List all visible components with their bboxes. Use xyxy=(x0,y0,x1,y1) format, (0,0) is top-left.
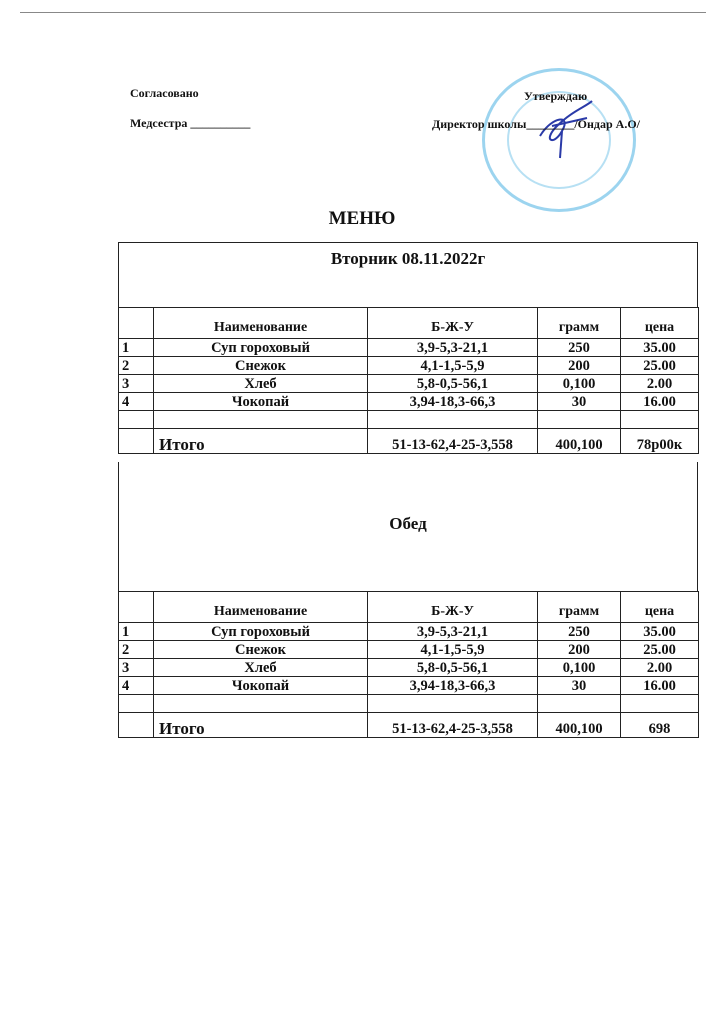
item-gram: 200 xyxy=(537,640,621,659)
approve-label: Утверждаю xyxy=(524,89,588,103)
item-price: 16.00 xyxy=(620,392,699,411)
item-gram: 0,100 xyxy=(537,374,621,393)
col-bju: Б-Ж-У xyxy=(367,591,538,623)
nurse-signature-line: Медсестра __________ xyxy=(130,116,251,130)
item-gram: 250 xyxy=(537,622,621,641)
item-name: Снежок xyxy=(153,356,368,375)
item-bju: 3,94-18,3-66,3 xyxy=(367,392,538,411)
table-row: 4 Чокопай 3,94-18,3-66,3 30 16.00 xyxy=(118,392,699,411)
item-name: Суп гороховый xyxy=(153,622,368,641)
director-line: Директор школы________/Ондар А.О/ xyxy=(432,117,640,132)
col-bju: Б-Ж-У xyxy=(367,307,538,339)
row-number: 4 xyxy=(118,392,154,411)
item-gram: 200 xyxy=(537,356,621,375)
table-row: 2 Снежок 4,1-1,5-5,9 200 25.00 xyxy=(118,356,699,375)
table-header: Наименование Б-Ж-У грамм цена xyxy=(118,307,699,339)
total-price: 698 xyxy=(620,712,699,738)
item-price: 2.00 xyxy=(620,658,699,677)
breakfast-day-header: Вторник 08.11.2022г xyxy=(118,242,698,308)
item-name: Хлеб xyxy=(153,374,368,393)
row-number: 3 xyxy=(118,658,154,677)
item-gram: 250 xyxy=(537,338,621,357)
total-label: Итого xyxy=(153,712,368,738)
table-row: 3 Хлеб 5,8-0,5-56,1 0,100 2.00 xyxy=(118,374,699,393)
menu-title: МЕНЮ xyxy=(328,208,396,229)
row-number: 2 xyxy=(118,356,154,375)
col-name: Наименование xyxy=(153,591,368,623)
item-gram: 30 xyxy=(537,392,621,411)
lunch-header: Обед xyxy=(118,462,698,592)
item-bju: 3,9-5,3-21,1 xyxy=(367,622,538,641)
item-price: 16.00 xyxy=(620,676,699,695)
item-bju: 3,9-5,3-21,1 xyxy=(367,338,538,357)
item-bju: 3,94-18,3-66,3 xyxy=(367,676,538,695)
item-bju: 4,1-1,5-5,9 xyxy=(367,640,538,659)
agreed-label: Согласовано xyxy=(130,86,199,100)
row-number: 3 xyxy=(118,374,154,393)
col-price: цена xyxy=(620,307,699,339)
col-gram: грамм xyxy=(537,307,621,339)
table-header: Наименование Б-Ж-У грамм цена xyxy=(118,591,699,623)
item-price: 35.00 xyxy=(620,622,699,641)
item-gram: 30 xyxy=(537,676,621,695)
item-price: 2.00 xyxy=(620,374,699,393)
director-signature-blank: ________ xyxy=(526,117,575,131)
director-label: Директор школы xyxy=(432,117,527,131)
breakfast-table: Наименование Б-Ж-У грамм цена 1 Суп гороховы… xyxy=(118,307,699,454)
item-name: Чокопай xyxy=(153,676,368,695)
table-row: 1 Суп гороховый 3,9-5,3-21,1 250 35.00 xyxy=(118,338,699,357)
scan-edge-line xyxy=(20,12,706,13)
total-row: Итого 51-13-62,4-25-3,558 400,100 698 xyxy=(118,712,699,738)
empty-row xyxy=(118,694,699,713)
item-gram: 0,100 xyxy=(537,658,621,677)
day-date: Вторник 08.11.2022г xyxy=(330,249,486,268)
item-bju: 4,1-1,5-5,9 xyxy=(367,356,538,375)
row-number: 4 xyxy=(118,676,154,695)
row-number: 1 xyxy=(118,338,154,357)
item-name: Хлеб xyxy=(153,658,368,677)
lunch-title: Обед xyxy=(389,514,427,533)
total-gram: 400,100 xyxy=(537,428,621,454)
school-stamp xyxy=(482,68,636,212)
total-label: Итого xyxy=(153,428,368,454)
item-name: Снежок xyxy=(153,640,368,659)
total-gram: 400,100 xyxy=(537,712,621,738)
item-bju: 5,8-0,5-56,1 xyxy=(367,658,538,677)
col-price: цена xyxy=(620,591,699,623)
row-number: 1 xyxy=(118,622,154,641)
item-price: 35.00 xyxy=(620,338,699,357)
col-gram: грамм xyxy=(537,591,621,623)
item-name: Суп гороховый xyxy=(153,338,368,357)
director-signature xyxy=(539,100,593,159)
row-number: 2 xyxy=(118,640,154,659)
table-row: 1 Суп гороховый 3,9-5,3-21,1 250 35.00 xyxy=(118,622,699,641)
table-row: 4 Чокопай 3,94-18,3-66,3 30 16.00 xyxy=(118,676,699,695)
total-bju: 51-13-62,4-25-3,558 xyxy=(367,712,538,738)
lunch-table: Наименование Б-Ж-У грамм цена 1 Суп гороховы… xyxy=(118,591,699,738)
item-bju: 5,8-0,5-56,1 xyxy=(367,374,538,393)
item-price: 25.00 xyxy=(620,356,699,375)
item-name: Чокопай xyxy=(153,392,368,411)
col-name: Наименование xyxy=(153,307,368,339)
table-row: 3 Хлеб 5,8-0,5-56,1 0,100 2.00 xyxy=(118,658,699,677)
total-row: Итого 51-13-62,4-25-3,558 400,100 78р00к xyxy=(118,428,699,454)
total-bju: 51-13-62,4-25-3,558 xyxy=(367,428,538,454)
table-row: 2 Снежок 4,1-1,5-5,9 200 25.00 xyxy=(118,640,699,659)
empty-row xyxy=(118,410,699,429)
total-price: 78р00к xyxy=(620,428,699,454)
director-name: /Ондар А.О/ xyxy=(574,117,640,131)
item-price: 25.00 xyxy=(620,640,699,659)
